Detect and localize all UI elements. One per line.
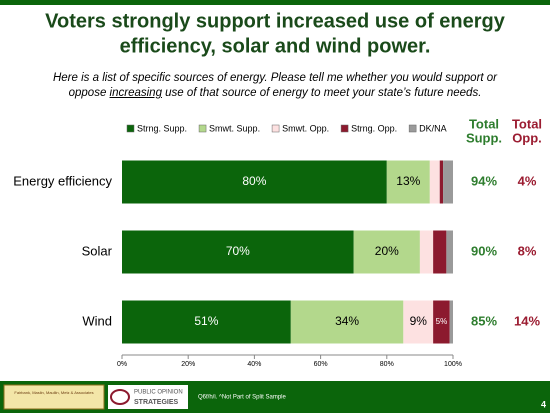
total-header: Total	[512, 116, 542, 131]
x-tick-label: 100%	[444, 361, 462, 368]
bar-segment	[429, 160, 440, 204]
subtitle-text: use of that source of energy to meet you…	[161, 87, 482, 99]
x-tick-label: 40%	[247, 361, 261, 368]
legend-label: Smwt. Supp.	[209, 123, 260, 133]
bar-segment	[290, 300, 404, 344]
bar-segment	[433, 300, 450, 344]
x-tick-label: 20%	[181, 361, 195, 368]
logo-right-text: STRATEGIES	[134, 399, 179, 406]
logo-right	[108, 385, 188, 409]
bar-segment	[419, 230, 434, 274]
chart-title: Voters strongly support increased use of…	[45, 10, 506, 32]
category-label: Solar	[82, 243, 113, 258]
total-value: 14%	[514, 313, 540, 328]
subtitle-text: Here is a list of specific sources of en…	[52, 72, 498, 99]
bar-segment	[403, 300, 434, 344]
data-label: 34%	[335, 314, 359, 328]
total-value: 4%	[518, 173, 537, 188]
legend-swatch	[340, 124, 349, 133]
legend-swatch	[126, 124, 135, 133]
subtitle-underlined: increasing	[109, 87, 162, 99]
chart-title: efficiency, solar and wind power.	[120, 35, 431, 57]
total-header: Opp.	[512, 130, 542, 145]
bar-segment	[353, 230, 420, 274]
logo-left	[3, 384, 105, 410]
data-label: 51%	[194, 314, 218, 328]
legend-label: Smwt. Opp.	[282, 123, 329, 133]
bar-segment	[449, 300, 453, 344]
data-label: 13%	[396, 174, 420, 188]
legend-swatch	[408, 124, 417, 133]
bar-segment	[122, 230, 354, 274]
bar-segment	[439, 160, 444, 204]
bar-segment	[122, 300, 291, 344]
bar-segment	[122, 160, 387, 204]
total-value: 90%	[471, 243, 497, 258]
bar-segment	[446, 230, 453, 274]
x-tick-label: 60%	[314, 361, 328, 368]
category-label: Wind	[82, 313, 112, 328]
data-label: 5%	[436, 317, 448, 326]
data-label: 20%	[375, 244, 399, 258]
legend-label: DK/NA	[419, 123, 447, 133]
x-tick-label: 0%	[117, 361, 127, 368]
x-tick-label: 80%	[380, 361, 394, 368]
bar-segment	[443, 160, 453, 204]
legend-label: Strng. Opp.	[351, 123, 397, 133]
page-number: 4	[541, 399, 546, 409]
legend-swatch	[198, 124, 207, 133]
total-header: Supp.	[466, 130, 502, 145]
data-label: 70%	[226, 244, 250, 258]
total-value: 94%	[471, 173, 497, 188]
top-stripe	[0, 0, 550, 5]
data-label: 9%	[410, 314, 428, 328]
logo-mark	[110, 389, 130, 405]
logo-right-text: PUBLIC OPINION	[134, 390, 183, 396]
footnote: Q6f/h/i. ^Not Part of Split Sample	[198, 395, 287, 401]
total-value: 85%	[471, 313, 497, 328]
total-value: 8%	[518, 243, 537, 258]
data-label: 80%	[242, 174, 266, 188]
subtitle: Here is a list of specific sources of en…	[40, 71, 510, 101]
total-header: Total	[469, 116, 499, 131]
legend-swatch	[271, 124, 280, 133]
bar-segment	[433, 230, 447, 274]
bar-segment	[386, 160, 430, 204]
logo-left-text: Fairbank, Maslin, Maullin, Metz & Associ…	[14, 390, 93, 395]
category-label: Energy efficiency	[13, 173, 112, 188]
legend-label: Strng. Supp.	[137, 123, 187, 133]
